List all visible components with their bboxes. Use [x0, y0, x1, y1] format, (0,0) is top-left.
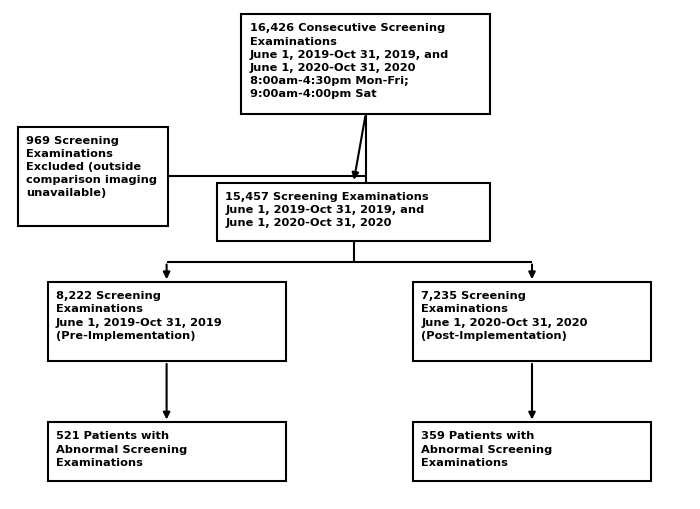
FancyBboxPatch shape	[413, 282, 651, 361]
FancyBboxPatch shape	[48, 282, 286, 361]
FancyBboxPatch shape	[48, 422, 286, 481]
FancyBboxPatch shape	[241, 15, 490, 115]
Text: 15,457 Screening Examinations
June 1, 2019-Oct 31, 2019, and
June 1, 2020-Oct 31: 15,457 Screening Examinations June 1, 20…	[225, 191, 429, 228]
Text: 7,235 Screening
Examinations
June 1, 2020-Oct 31, 2020
(Post-Implementation): 7,235 Screening Examinations June 1, 202…	[421, 291, 588, 340]
FancyBboxPatch shape	[18, 127, 168, 227]
Text: 8,222 Screening
Examinations
June 1, 2019-Oct 31, 2019
(Pre-Implementation): 8,222 Screening Examinations June 1, 201…	[56, 291, 223, 340]
Text: 16,426 Consecutive Screening
Examinations
June 1, 2019-Oct 31, 2019, and
June 1,: 16,426 Consecutive Screening Examination…	[250, 23, 449, 99]
FancyBboxPatch shape	[217, 183, 490, 242]
Text: 359 Patients with
Abnormal Screening
Examinations: 359 Patients with Abnormal Screening Exa…	[421, 431, 553, 467]
Text: 521 Patients with
Abnormal Screening
Examinations: 521 Patients with Abnormal Screening Exa…	[56, 431, 188, 467]
Text: 969 Screening
Examinations
Excluded (outside
comparison imaging
unavailable): 969 Screening Examinations Excluded (out…	[26, 135, 157, 198]
FancyBboxPatch shape	[413, 422, 651, 481]
